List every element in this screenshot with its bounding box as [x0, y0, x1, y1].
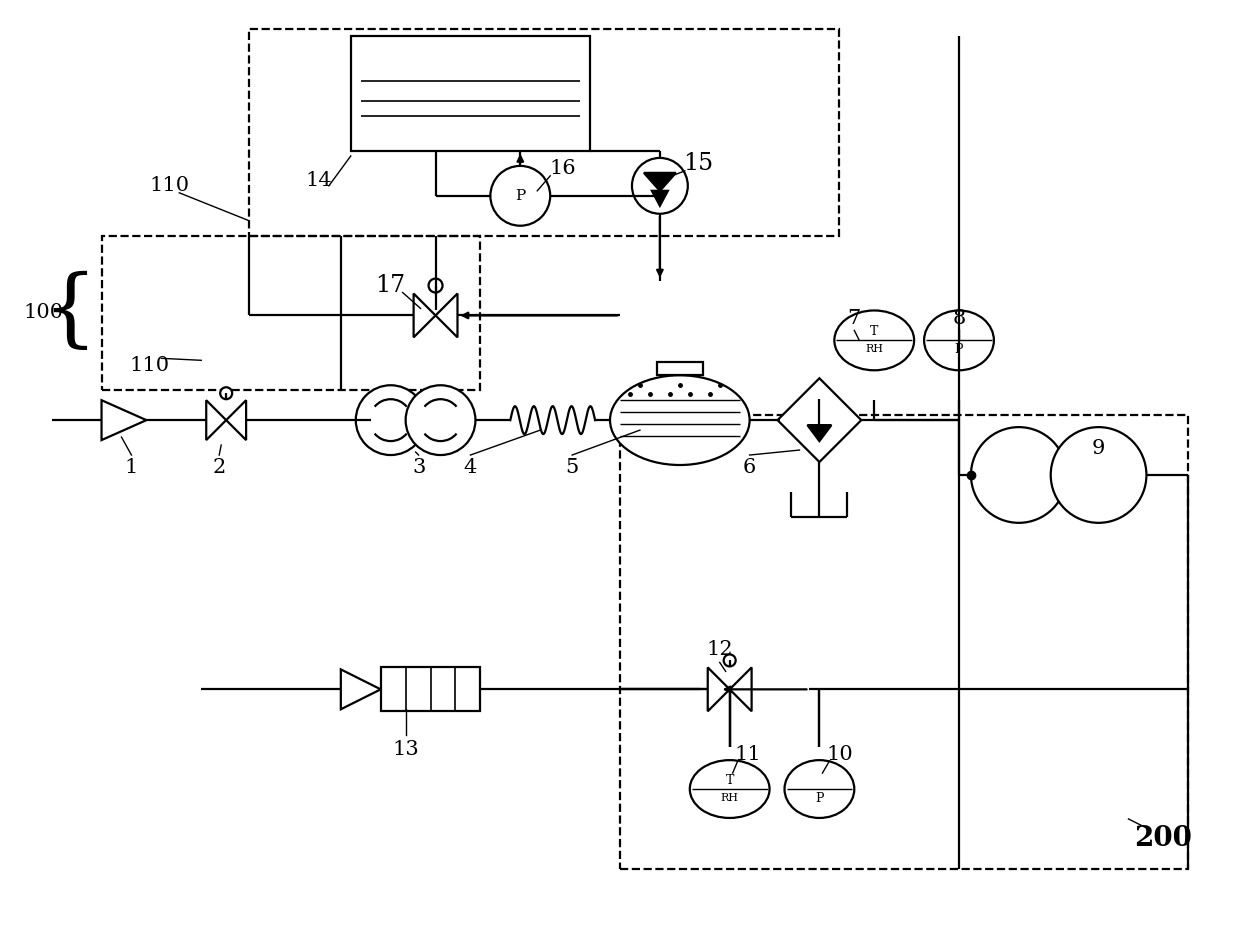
Polygon shape	[730, 667, 752, 711]
Text: 2: 2	[213, 459, 225, 477]
Text: P: P	[815, 792, 824, 805]
Polygon shape	[652, 191, 668, 206]
Circle shape	[632, 158, 688, 213]
Polygon shape	[707, 667, 730, 711]
Polygon shape	[644, 173, 675, 191]
Bar	[620, 416, 1188, 869]
Text: 4: 4	[463, 459, 477, 477]
Text: 6: 6	[743, 459, 756, 477]
Text: P: P	[955, 343, 963, 356]
Polygon shape	[436, 294, 457, 337]
Circle shape	[429, 279, 442, 293]
Text: 16: 16	[550, 159, 576, 179]
Text: RH: RH	[865, 344, 883, 355]
Text: 110: 110	[129, 356, 170, 374]
Ellipse shape	[610, 375, 750, 465]
Circle shape	[221, 388, 232, 400]
Circle shape	[356, 386, 425, 455]
Text: 100: 100	[24, 303, 63, 322]
Text: P: P	[515, 189, 525, 203]
Ellipse shape	[690, 760, 769, 818]
Text: T: T	[726, 773, 733, 786]
Text: T: T	[870, 325, 878, 338]
Circle shape	[491, 166, 550, 226]
Bar	[351, 37, 590, 151]
Circle shape	[405, 386, 476, 455]
Bar	[249, 29, 839, 236]
Text: 110: 110	[149, 176, 190, 196]
Circle shape	[971, 427, 1067, 523]
Polygon shape	[414, 294, 436, 337]
Polygon shape	[808, 425, 831, 441]
Circle shape	[724, 654, 736, 666]
Bar	[102, 236, 481, 390]
Bar	[657, 362, 703, 375]
Polygon shape	[778, 378, 861, 462]
Text: RH: RH	[721, 793, 738, 803]
Circle shape	[1051, 427, 1146, 523]
Text: 9: 9	[1092, 439, 1105, 458]
Text: 8: 8	[953, 309, 965, 328]
Text: 17: 17	[375, 274, 405, 297]
Text: 1: 1	[125, 459, 138, 477]
Text: 3: 3	[411, 459, 425, 477]
Text: 7: 7	[847, 309, 861, 328]
Text: {: {	[42, 271, 97, 354]
Text: 13: 13	[393, 739, 419, 759]
Text: 5: 5	[565, 459, 579, 477]
Text: 10: 10	[826, 745, 852, 764]
Text: 11: 11	[735, 745, 761, 764]
Ellipse shape	[784, 760, 855, 818]
Text: 12: 12	[706, 640, 733, 659]
Text: 15: 15	[683, 153, 712, 175]
Ellipse shape	[834, 311, 914, 371]
Text: 14: 14	[306, 171, 332, 190]
Polygon shape	[206, 401, 227, 440]
Text: 200: 200	[1135, 826, 1192, 853]
Polygon shape	[227, 401, 247, 440]
Bar	[380, 667, 481, 711]
Ellipse shape	[924, 311, 994, 371]
